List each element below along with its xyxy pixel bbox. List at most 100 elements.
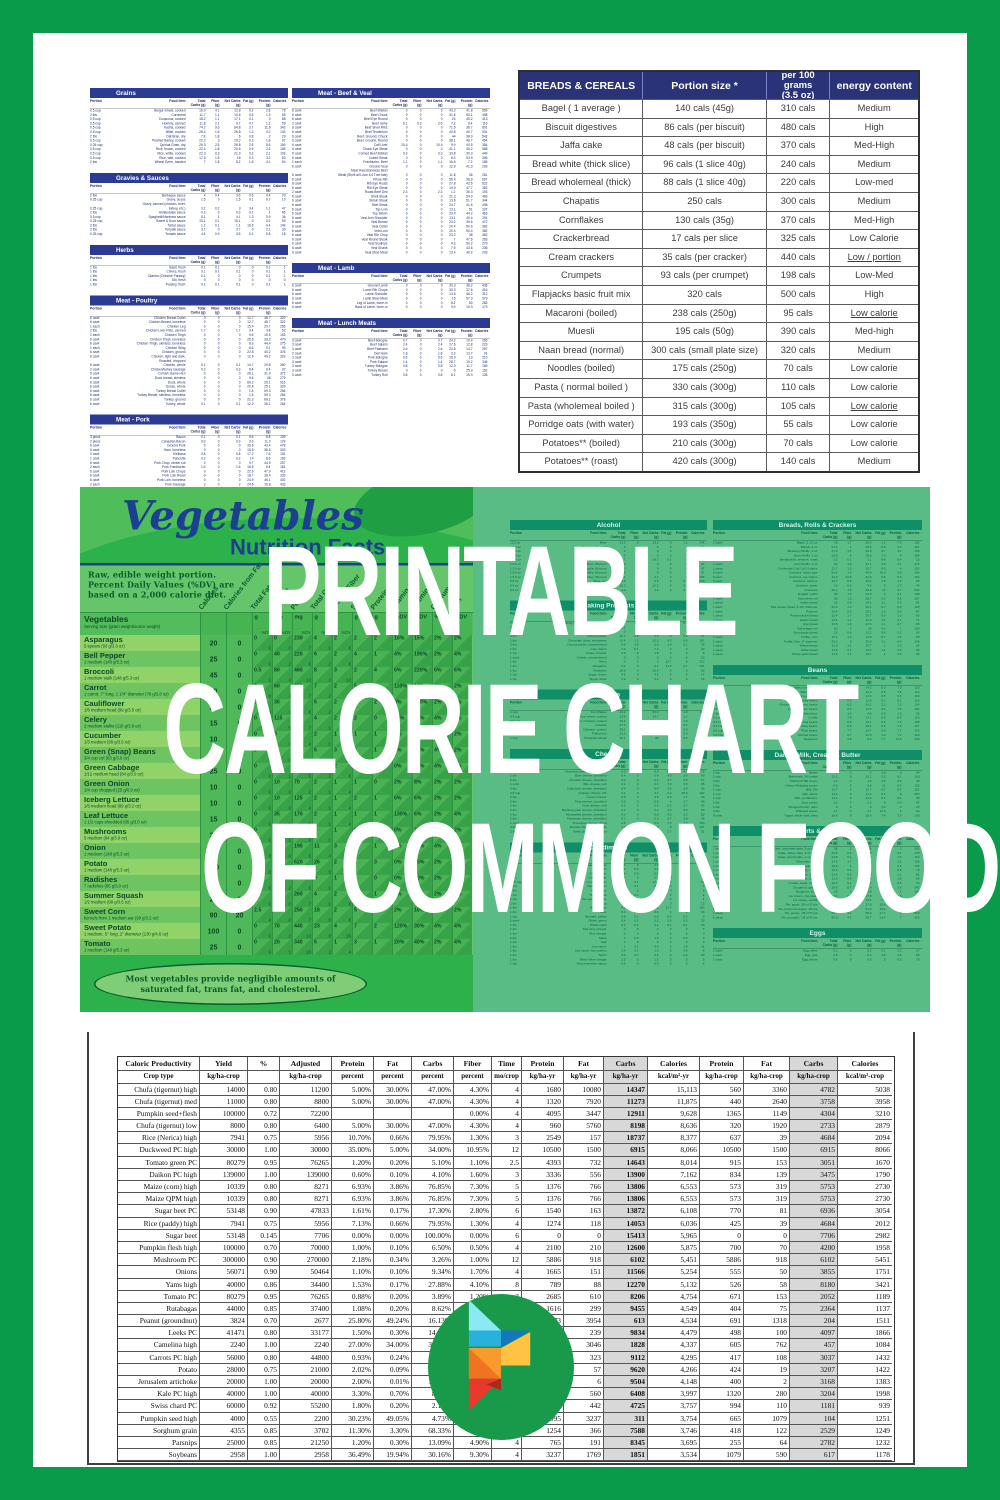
table-cell: 11273 (604, 1095, 648, 1108)
table-cell: 1.00 (248, 1388, 280, 1401)
table-cell: 0.1 (265, 270, 271, 274)
column-header: Fat (g) (243, 99, 254, 104)
header-cell: Crop type (118, 1071, 200, 1084)
table-cell: 3 ozwt (292, 364, 302, 369)
table-cell: 51.9 (865, 907, 872, 911)
table-cell: 36.3 (865, 541, 872, 545)
table-cell: 0.00% (454, 1229, 492, 1242)
table-cell (374, 1107, 412, 1121)
table-cell: 2549 (522, 1132, 564, 1145)
table-cell: 0.3 (621, 884, 626, 889)
table-cell: 6.9 (881, 545, 886, 549)
table-cell: 3855 (790, 1266, 838, 1279)
table-cell: 4.1 (214, 109, 220, 113)
table-cell: 0.2 (200, 283, 206, 287)
table-cell: 3.2 (881, 881, 886, 886)
vegetable-name: Bell Pepper (84, 651, 126, 660)
table-cell: 0 (251, 283, 254, 287)
column-headers: Portion Food Item Total Carbs (g) Fiber (g)… (90, 255, 288, 266)
table-cell: 0.1 (200, 363, 206, 368)
column-header: Calories (475, 274, 489, 279)
table-cell: 6 ozwt (292, 139, 302, 143)
table-cell: 2 piece (90, 439, 101, 444)
table-cell: 4 (849, 553, 852, 558)
table-cell: 7.30% (454, 1181, 492, 1194)
table-row: 1 tbs Ghee 0 0 0 12.7 0 112 (510, 660, 707, 664)
table-cell: 0.5 cup (713, 690, 724, 694)
table-row: 2 tbs Parmesan cheese, shredded 0.3 0 0.3 2.7… (510, 817, 707, 821)
table-row: 6 ozwt Chuck Eye Steak 0 0 0 41.1 46.2 568 (292, 148, 490, 152)
table-cell: 1.8 (214, 160, 220, 165)
table-cell: 10.6 (831, 813, 838, 818)
table-cell: 15.8 (865, 864, 872, 868)
table-cell: 0 (405, 186, 408, 190)
table-cell: 0 (419, 368, 422, 373)
table-cell: 0 (238, 337, 241, 342)
table-cell: 0.9 (654, 876, 659, 880)
table-cell: 0 (217, 439, 220, 444)
table-row: 6 ozwt Chicken Thigh, boneless 0 0 0 26.6 39.2… (90, 338, 288, 342)
table-cell: 0 (636, 571, 639, 575)
table-cell: 54 (281, 160, 286, 165)
table-cell: 19 (744, 1363, 790, 1376)
table-cell: 204 (790, 1315, 838, 1328)
table-cell: 0.24% (374, 1351, 412, 1364)
table-cell: Low Calorie (830, 229, 918, 248)
table-cell: 47.00% (412, 1095, 454, 1108)
column-headers: Portion Food Item Total Carbs (g) Fiber (g)… (713, 530, 922, 541)
table-cell: 0.60% (332, 1168, 374, 1181)
serving-size: 1 medium (148 g/5.3 oz) (84, 947, 130, 953)
table-cell: 12.2 (865, 796, 872, 801)
table-cell: 16.7 (652, 558, 659, 562)
table-row: 0.5 cup Ice cream, chocolate 18.6 0.8 17.8 7.… (713, 894, 922, 898)
table-cell: 1.2 (621, 588, 626, 592)
table-cell: 0.1 (634, 647, 639, 651)
table-cell: 0 (203, 444, 206, 448)
table-cell: Pie, pecan, 1/8 of 9" pie (784, 911, 818, 916)
column-header: Total Carbs (g) (822, 939, 838, 948)
table-cell: 44 (451, 134, 456, 139)
column-header: Food Item (801, 837, 818, 842)
table-cell: 15 (916, 558, 920, 562)
column-header: Portion (713, 837, 725, 842)
table-cell: 30.3 (466, 151, 473, 156)
table-cell: Mozzarella cheese, shredded (566, 812, 607, 817)
table-cell: 1 piece (713, 907, 723, 911)
table-cell: 150 (914, 792, 920, 796)
table-cell: 1 piece (713, 614, 723, 618)
overlay-title-line2: CALORIE CHART (163, 658, 859, 801)
table-cell: 19.7 (831, 720, 838, 724)
table-cell: Leeks PC (118, 1327, 200, 1340)
table-cell: 16.5 (247, 465, 254, 470)
column-header: Calories (273, 256, 287, 260)
table-cell: 0.145 (248, 1229, 280, 1242)
table-cell: 315 cals (300g) (643, 396, 767, 416)
table-cell: Lamb Rib Chops (363, 288, 388, 292)
table-cell: 1.2 (833, 800, 838, 805)
vegetable-name: Asparagus (84, 635, 123, 644)
table-cell: 0 (685, 545, 688, 549)
table-cell: 3.2 (683, 812, 688, 817)
table-cell: 9.4 (265, 367, 271, 372)
table-cell: 617 (790, 1449, 838, 1462)
table-cell: 9.1 (248, 211, 254, 215)
table-cell: Sour cream (801, 800, 818, 805)
column-header: Portion (292, 329, 304, 333)
table-cell: 45.2 (466, 117, 473, 122)
table-cell: Beef Short Ribs (364, 126, 388, 130)
table-cell: 5 each (713, 583, 723, 588)
table-cell: 8198 (604, 1120, 648, 1133)
table-cell: Hollandaise sauce (158, 211, 186, 215)
table-cell: 10.8 (865, 635, 872, 640)
food-calorie-sheet-right-column: Breads, Rolls & Crackers Portion Food Ite… (713, 520, 922, 1012)
table-cell: Crackers, rye wafers (789, 575, 818, 579)
table-cell: 0 (636, 630, 639, 634)
table-cell: Potatoes** (boiled) (520, 433, 644, 453)
table-cell: 10.2 (831, 868, 838, 873)
table-row: 6 ozwt Chicken, ground 0 0 0 22.5 40.2 376 (90, 351, 288, 355)
table-cell: 2.6 (897, 601, 902, 605)
table-cell: 478 (280, 444, 286, 448)
table-cell: 2 tbs (510, 799, 517, 804)
table-cell: 1 ozwt (510, 821, 519, 825)
